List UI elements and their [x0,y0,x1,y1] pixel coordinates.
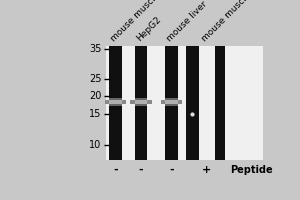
Text: mouse liver: mouse liver [165,0,209,43]
Bar [178,100,182,104]
Bar [147,100,152,104]
Text: 20: 20 [89,91,101,101]
Text: 15: 15 [89,109,101,119]
Bar [135,100,147,104]
Bar [135,98,147,106]
Bar [106,46,263,160]
Bar [109,98,122,106]
Text: +: + [201,165,211,175]
Text: mouse muscle: mouse muscle [109,0,162,43]
Text: -: - [113,165,118,175]
Text: 25: 25 [89,74,101,84]
Bar [215,46,225,160]
Bar [105,100,109,104]
Text: 35: 35 [89,44,101,54]
Bar [160,100,165,104]
Bar [135,46,147,160]
Bar [109,100,122,104]
Text: -: - [169,165,173,175]
Bar [165,46,178,160]
Text: Peptide: Peptide [230,165,273,175]
Bar [122,100,126,104]
Bar [165,98,178,106]
Text: -: - [139,165,143,175]
Text: mouse muscle: mouse muscle [200,0,252,43]
Bar [165,100,178,104]
Text: 10: 10 [89,140,101,150]
Bar [130,100,135,104]
Bar [186,46,199,160]
Text: HepG2: HepG2 [135,15,163,43]
Bar [109,46,122,160]
